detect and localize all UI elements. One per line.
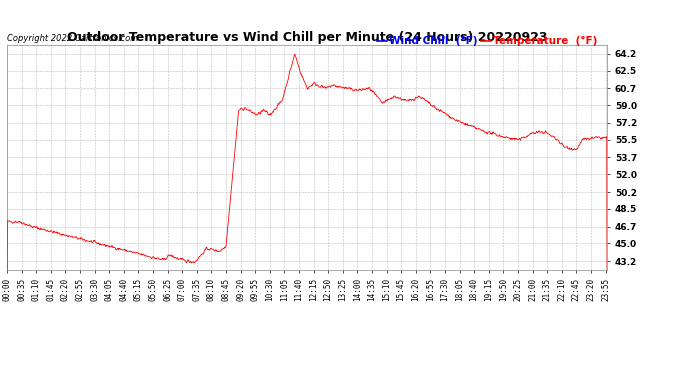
Legend: Wind Chill  (°F), Temperature  (°F): Wind Chill (°F), Temperature (°F) xyxy=(373,32,602,51)
Text: Copyright 2022 Cartronics.com: Copyright 2022 Cartronics.com xyxy=(7,34,138,43)
Title: Outdoor Temperature vs Wind Chill per Minute (24 Hours) 20220923: Outdoor Temperature vs Wind Chill per Mi… xyxy=(67,31,547,44)
